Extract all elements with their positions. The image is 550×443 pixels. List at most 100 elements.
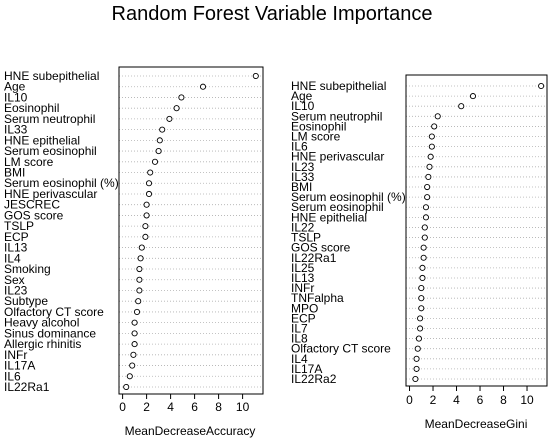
- data-point: [412, 375, 419, 383]
- category-label: Olfactory CT score: [291, 342, 391, 356]
- data-point: [420, 254, 427, 261]
- category-label: BMI: [291, 180, 312, 194]
- category-label: Allergic rhinitis: [4, 337, 81, 351]
- x-axis-label: MeanDecreaseGini: [425, 417, 528, 431]
- category-label: Serum eosinophil: [291, 200, 384, 214]
- category-label: IL13: [4, 241, 28, 255]
- data-point: [422, 214, 430, 221]
- data-point: [434, 113, 441, 120]
- data-point: [151, 158, 159, 165]
- data-point: [136, 287, 143, 294]
- x-tick-label: 0: [119, 400, 126, 414]
- category-label: Age: [291, 89, 313, 103]
- data-point: [424, 194, 431, 201]
- category-label: Olfactory CT score: [4, 305, 104, 319]
- x-tick-label: 8: [215, 400, 222, 414]
- category-label: IL22Ra1: [291, 251, 337, 265]
- data-point: [414, 345, 421, 352]
- category-label: Subtype: [4, 294, 48, 308]
- data-point: [428, 143, 435, 150]
- data-point: [131, 330, 138, 337]
- category-label: ECP: [4, 230, 29, 244]
- figure-title: Random Forest Variable Importance: [112, 3, 433, 25]
- plot-frame: [118, 66, 264, 395]
- data-point: [135, 298, 142, 305]
- x-tick-label: 4: [453, 393, 460, 407]
- category-label: IL22: [291, 220, 315, 234]
- data-point: [413, 355, 420, 362]
- category-label: Eosinophil: [291, 119, 346, 133]
- x-tick-label: 2: [143, 400, 150, 414]
- category-label: IL8: [291, 332, 308, 346]
- data-point: [415, 335, 422, 342]
- category-label: IL10: [4, 90, 28, 104]
- data-point: [173, 105, 180, 112]
- data-point: [420, 244, 427, 251]
- category-label: TSLP: [4, 219, 34, 233]
- data-point: [428, 133, 435, 140]
- x-tick-label: 10: [236, 400, 250, 414]
- x-tick-label: 2: [430, 393, 437, 407]
- category-label: IL13: [291, 271, 315, 285]
- category-label: LM score: [291, 130, 341, 144]
- data-point: [131, 341, 138, 348]
- data-point: [145, 190, 153, 198]
- data-point: [123, 383, 130, 391]
- data-point: [413, 365, 420, 372]
- category-label: MPO: [291, 301, 318, 315]
- data-point: [142, 223, 149, 230]
- category-label: GOS score: [4, 208, 64, 222]
- category-label: Serum eosinophil: [4, 144, 97, 158]
- category-label: TNFalpha: [291, 291, 344, 305]
- data-point: [129, 362, 136, 369]
- category-label: IL25: [291, 261, 315, 275]
- data-point: [137, 255, 144, 262]
- data-point: [159, 126, 166, 133]
- category-label: Serum neutrophil: [4, 112, 95, 126]
- category-label: ECP: [291, 311, 316, 325]
- category-label: IL22Ra1: [4, 380, 50, 394]
- data-point: [431, 123, 438, 130]
- data-point: [421, 234, 428, 241]
- category-label: BMI: [4, 166, 25, 180]
- x-tick-label: 6: [477, 393, 484, 407]
- category-label: Serum eosinophil (%): [4, 176, 119, 190]
- category-label: IL22Ra2: [291, 372, 337, 386]
- data-point: [131, 319, 138, 326]
- data-point: [178, 94, 185, 101]
- data-point: [155, 148, 162, 155]
- data-point: [166, 115, 173, 122]
- category-label: IL6: [4, 369, 21, 383]
- category-label: IL10: [291, 99, 315, 113]
- data-point: [424, 183, 431, 191]
- category-label: INFr: [291, 281, 314, 295]
- x-tick-label: 10: [520, 393, 534, 407]
- category-label: IL17A: [291, 362, 322, 376]
- data-point: [458, 103, 465, 110]
- category-label: IL7: [291, 321, 308, 335]
- category-label: INFr: [4, 348, 27, 362]
- data-point: [199, 83, 207, 90]
- category-label: IL6: [291, 140, 308, 154]
- data-point: [422, 204, 430, 211]
- data-point: [142, 233, 149, 240]
- category-label: LM score: [4, 155, 54, 169]
- category-label: Smoking: [4, 262, 51, 276]
- category-label: IL17A: [4, 359, 35, 373]
- category-label: IL4: [4, 251, 21, 265]
- category-label: IL23: [4, 283, 28, 297]
- data-point: [145, 180, 153, 187]
- x-tick-label: 8: [500, 393, 507, 407]
- data-point: [427, 153, 434, 160]
- data-point: [147, 169, 154, 176]
- category-label: Age: [4, 80, 26, 94]
- category-label: HNE perivascular: [291, 150, 384, 164]
- data-point: [143, 212, 150, 219]
- category-label: Serum neutrophil: [291, 109, 382, 123]
- data-point: [469, 93, 477, 100]
- data-point: [421, 224, 428, 231]
- data-point: [130, 351, 137, 358]
- data-point: [156, 137, 163, 144]
